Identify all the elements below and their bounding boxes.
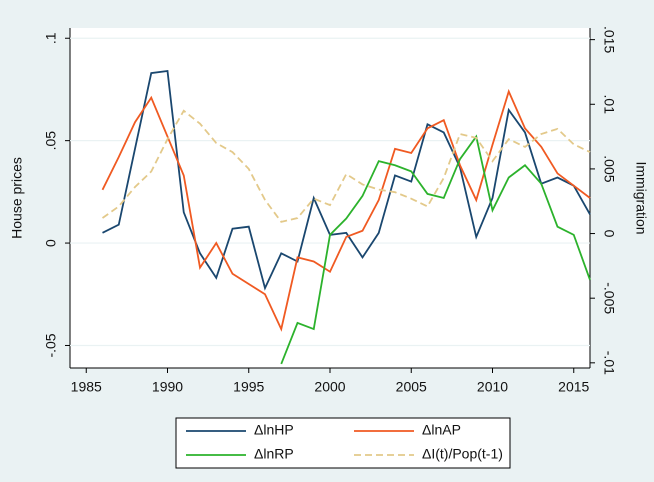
y2-tick-label: -.01 xyxy=(601,351,617,375)
y-tick-label: .1 xyxy=(43,32,59,44)
x-tick-label: 2005 xyxy=(396,379,427,395)
y2-axis-title: Immigration xyxy=(633,161,649,234)
y-tick-label: .05 xyxy=(43,131,59,151)
legend xyxy=(175,417,511,469)
legend-label: ΔlnRP xyxy=(254,446,294,462)
y2-tick-label: .005 xyxy=(601,155,617,182)
legend-label: ΔlnHP xyxy=(254,422,294,438)
x-tick-label: 2015 xyxy=(558,379,589,395)
legend-label: ΔlnAP xyxy=(422,422,461,438)
x-tick-label: 1990 xyxy=(152,379,183,395)
y2-tick-label: .01 xyxy=(601,95,617,115)
y2-tick-label: 0 xyxy=(601,230,617,238)
x-tick-label: 1995 xyxy=(233,379,264,395)
y2-tick-label: .015 xyxy=(601,26,617,53)
x-tick-label: 2010 xyxy=(477,379,508,395)
x-tick-label: 1985 xyxy=(71,379,102,395)
series-line xyxy=(101,88,591,332)
plot-area xyxy=(70,28,590,368)
y-tick-label: -.05 xyxy=(43,333,59,357)
legend-label: ΔI(t)/Pop(t-1) xyxy=(422,446,503,462)
series-line xyxy=(102,70,591,291)
y-axis-title: House prices xyxy=(9,157,25,239)
series-line xyxy=(101,109,591,223)
y-tick-label: 0 xyxy=(43,239,59,247)
x-tick-label: 2000 xyxy=(314,379,345,395)
series-line xyxy=(280,134,591,365)
y2-tick-label: -.005 xyxy=(601,282,617,314)
